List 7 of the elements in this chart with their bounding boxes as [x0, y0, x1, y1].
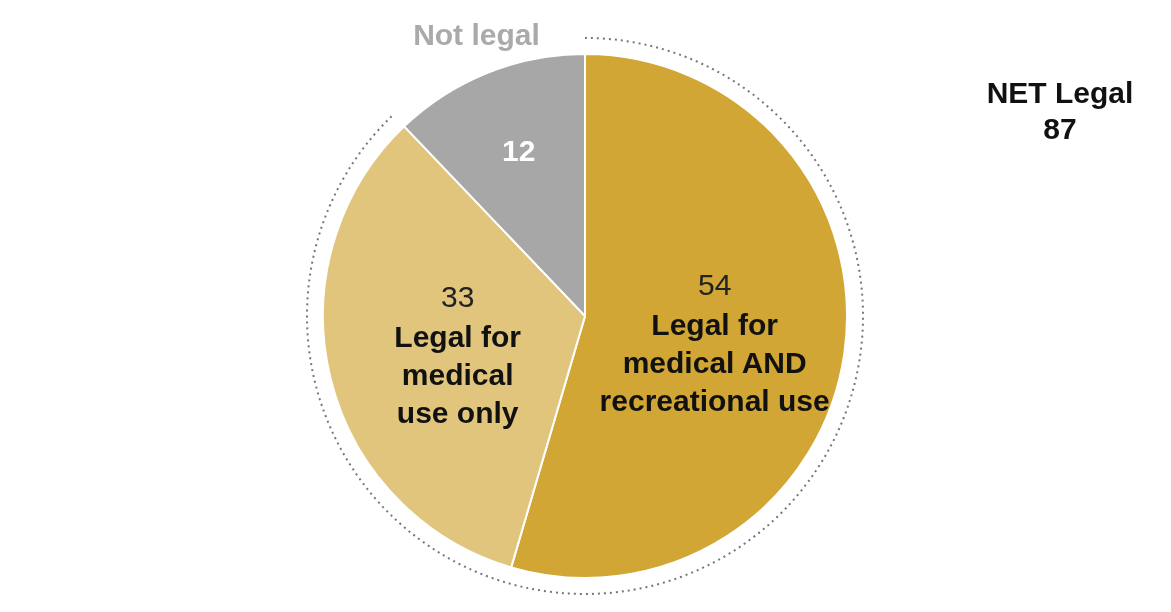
text: NET Legal 87 — [985, 75, 1135, 147]
data-label: 54 — [697, 267, 732, 301]
data-label: 12 — [502, 133, 536, 167]
slice-label: Legal for medical AND recreational use — [599, 307, 830, 417]
slice-label: Legal for medical use only — [394, 319, 522, 429]
slice-label: Not legal — [413, 17, 540, 51]
data-label: 33 — [441, 279, 475, 313]
